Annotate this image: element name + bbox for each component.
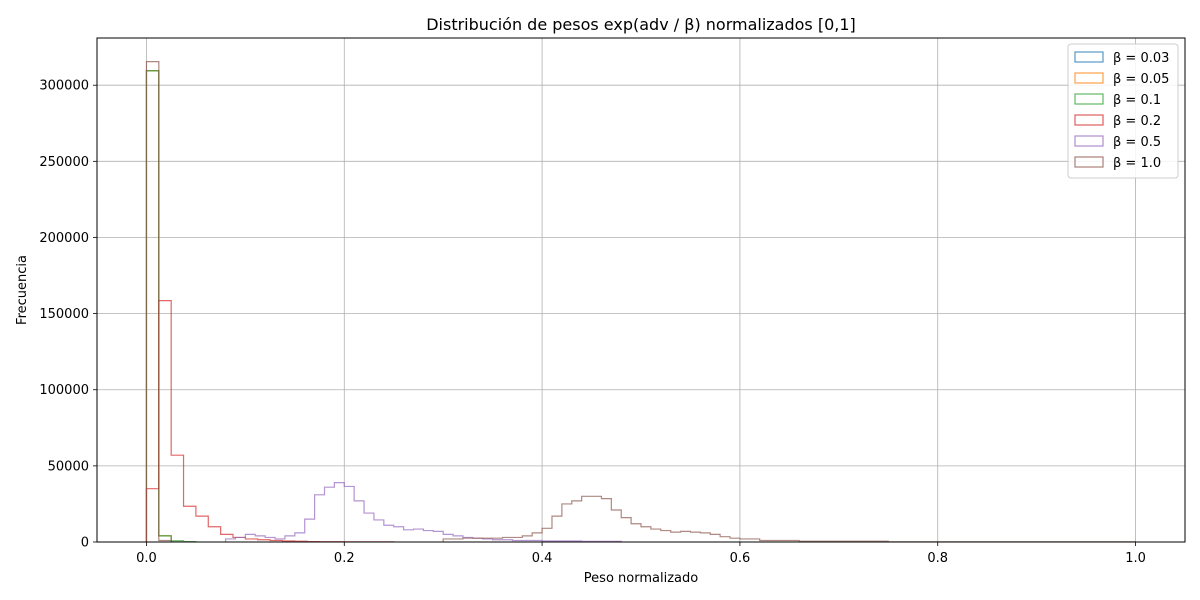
legend-swatch (1074, 156, 1104, 168)
y-axis-label: Frecuencia (15, 255, 30, 325)
legend-label: β = 1.0 (1113, 156, 1161, 171)
histogram-bin (255, 536, 265, 542)
histogram-bin (334, 483, 344, 542)
histogram-bin (572, 501, 582, 542)
legend-item: β = 0.05 (1074, 72, 1169, 87)
histogram-bin (562, 504, 572, 542)
histogram-bin (305, 519, 315, 542)
histogram-bin (483, 538, 503, 542)
y-tick-label: 100000 (39, 383, 89, 398)
histogram-bin (433, 531, 443, 542)
histogram-bin (196, 516, 208, 542)
histogram-bin (720, 537, 730, 542)
histogram-bin (592, 496, 602, 542)
series-layer (145, 61, 1137, 543)
y-tick-label: 150000 (39, 307, 89, 322)
histogram-bin (503, 537, 523, 542)
legend-swatch (1074, 93, 1104, 105)
x-tick-label: 0.0 (136, 551, 157, 566)
y-axis-ticks: 0 50000 100000 150000 200000 250000 300000 (39, 79, 97, 551)
histogram-bin (285, 536, 295, 542)
histogram-bin (690, 532, 700, 542)
histogram-bin (730, 538, 740, 542)
y-tick-label: 200000 (39, 231, 89, 246)
histogram-bin (601, 499, 611, 542)
histogram-bin (315, 495, 325, 542)
histogram-bin (542, 528, 552, 542)
histogram-bin (621, 518, 631, 542)
y-tick-label: 0 (81, 536, 89, 551)
legend-box (1067, 43, 1179, 179)
histogram-bin (700, 533, 710, 542)
histogram-bin (463, 538, 483, 542)
legend-swatch (1074, 114, 1104, 126)
legend-label: β = 0.03 (1113, 51, 1169, 66)
legend: β = 0.03 β = 0.05 β = 0.1 β = 0.2 β = 0.5 β =… (1067, 43, 1179, 179)
histogram-bin (414, 529, 424, 542)
histogram-bin (582, 496, 592, 542)
histogram-bin (208, 527, 220, 542)
histogram-bin (245, 534, 255, 542)
histogram-bin (611, 510, 621, 542)
histogram-bin (265, 537, 275, 542)
histogram-bin (384, 525, 394, 542)
histogram-bin (661, 531, 671, 542)
x-tick-label: 0.4 (532, 551, 553, 566)
chart-title: Distribución de pesos exp(adv / β) norma… (426, 15, 856, 34)
y-tick-label: 250000 (39, 155, 89, 170)
histogram-bin (344, 486, 354, 542)
legend-label: β = 0.1 (1113, 93, 1161, 108)
histogram-bin (532, 533, 542, 542)
x-axis-label: Peso normalizado (584, 571, 698, 586)
legend-swatch (1074, 135, 1104, 147)
series-5 (145, 61, 1137, 543)
legend-label: β = 0.05 (1113, 72, 1169, 87)
histogram-bin (235, 537, 245, 542)
histogram-bin (184, 506, 196, 542)
histogram-bin (374, 520, 384, 542)
grid-lines (97, 38, 1185, 543)
histogram-bin (324, 487, 334, 542)
histogram-bin (710, 534, 720, 542)
histogram-bin (295, 533, 305, 542)
histogram-bin (171, 455, 183, 542)
x-tick-label: 0.2 (334, 551, 355, 566)
legend-label: β = 0.2 (1113, 114, 1161, 129)
x-axis-ticks: 0.0 0.2 0.4 0.6 0.8 1.0 (136, 542, 1146, 566)
series-outline-5 (145, 61, 1137, 543)
histogram-bin (641, 527, 651, 542)
legend-label: β = 0.5 (1113, 135, 1161, 150)
y-tick-label: 50000 (48, 459, 89, 474)
legend-item: β = 1.0 (1074, 156, 1161, 171)
x-tick-label: 1.0 (1125, 551, 1146, 566)
legend-swatch (1074, 51, 1104, 63)
histogram-bin (394, 527, 404, 542)
legend-swatch (1074, 72, 1104, 84)
y-tick-label: 300000 (39, 79, 89, 94)
histogram-bin (159, 301, 171, 542)
plot-frame (96, 37, 1186, 543)
histogram-bin (146, 62, 158, 542)
histogram-bin (354, 501, 364, 542)
legend-item: β = 0.1 (1074, 93, 1161, 108)
histogram-bin (631, 524, 641, 542)
histogram-bin (681, 531, 691, 542)
histogram-bin (404, 530, 414, 542)
histogram-bin (364, 513, 374, 542)
histogram-bin (671, 532, 681, 542)
histogram-bin (423, 531, 433, 542)
legend-item: β = 0.5 (1074, 135, 1161, 150)
histogram-bin (651, 529, 661, 542)
legend-item: β = 0.2 (1074, 114, 1161, 129)
histogram-bin (552, 516, 562, 542)
legend-item: β = 0.03 (1074, 51, 1169, 66)
x-tick-label: 0.8 (927, 551, 948, 566)
histogram-bin (522, 536, 532, 542)
x-tick-label: 0.6 (730, 551, 751, 566)
